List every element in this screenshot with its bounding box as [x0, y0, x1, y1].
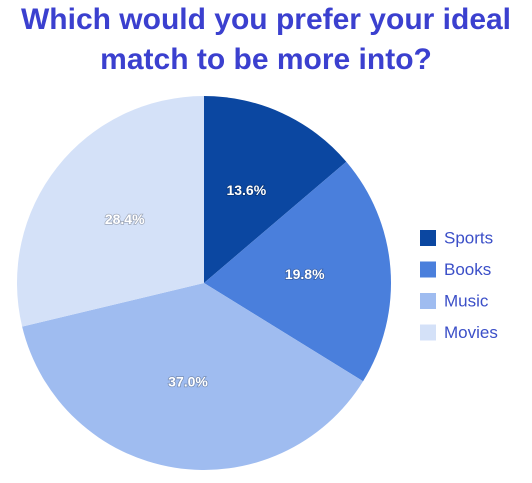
- pie-slice: [16, 96, 205, 327]
- pie-slice: [204, 96, 347, 283]
- legend-swatch: [420, 230, 436, 246]
- legend-label: Music: [444, 291, 489, 310]
- value-label: 19.8%: [285, 266, 325, 282]
- chart-title: Which would you prefer your ideal match …: [20, 3, 512, 76]
- legend-label: Books: [444, 260, 491, 279]
- legend-label: Movies: [444, 323, 498, 342]
- value-label: 28.4%: [105, 211, 145, 227]
- legend-swatch: [420, 293, 436, 309]
- legend-label: Sports: [444, 228, 493, 247]
- value-label: 37.0%: [168, 373, 208, 389]
- legend-swatch: [420, 261, 436, 278]
- pie-slice: [204, 161, 392, 382]
- legend-swatch: [420, 324, 436, 341]
- pie-slice: [22, 283, 364, 471]
- value-label: 13.6%: [226, 182, 266, 198]
